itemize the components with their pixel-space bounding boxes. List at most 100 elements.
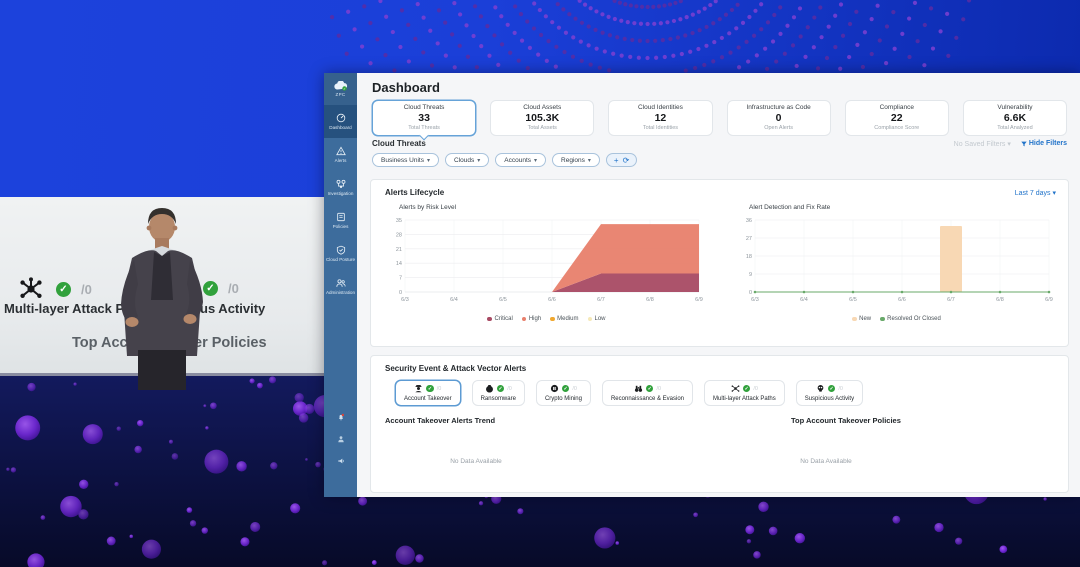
investigation-icon [336, 179, 345, 189]
card-title: Cloud Identities [638, 104, 683, 111]
legend-dot [487, 316, 492, 322]
svg-text:6/5: 6/5 [499, 297, 507, 303]
filter-funnel-icon [1021, 141, 1027, 146]
legend-medium[interactable]: Medium [550, 316, 579, 322]
tab-crypto-mining[interactable]: B ✓ /0 Crypto Mining [535, 380, 591, 406]
chevron-down-icon: ▾ [427, 157, 431, 164]
filter-clouds[interactable]: Clouds ▾ [445, 153, 490, 167]
card-title: Cloud Threats [403, 104, 445, 111]
filter-regions[interactable]: Regions ▾ [552, 153, 600, 167]
sidebar-item-label: Policies [332, 223, 349, 229]
svg-text:18: 18 [746, 254, 752, 260]
policies-icon [336, 212, 345, 222]
suspicious-activity-icon [817, 385, 824, 392]
tab-suspicious-activity[interactable]: ✓ /0 Suspicious Activity [795, 380, 864, 406]
projected-count: /0 [228, 281, 239, 296]
hide-filters-button[interactable]: Hide Filters [1021, 140, 1067, 147]
summary-cards-row: Cloud Threats 33 Total Threats Cloud Ass… [372, 100, 1068, 136]
svg-text:6/7: 6/7 [597, 297, 605, 303]
alerts-by-risk-level-chart: 6/3 6/4 6/5 6/6 6/7 6/8 6/9 0 7 14 21 28 35 [396, 218, 703, 303]
multi-layer-attack-paths-icon [20, 277, 42, 298]
tab-label: Suspicious Activity [804, 395, 855, 402]
sidebar-item-alerts[interactable]: Alerts [324, 138, 357, 171]
card-value: 6.6K [1003, 112, 1027, 124]
tab-count: /0 [507, 385, 512, 392]
speaker [121, 208, 203, 390]
legend-dot [852, 316, 857, 322]
svg-text:B: B [553, 386, 557, 392]
svg-text:6/3: 6/3 [401, 297, 409, 303]
sidebar-item-label: Alerts [334, 157, 347, 163]
legend-dot [521, 316, 527, 322]
tab-count: /0 [753, 385, 758, 392]
card-cloud-identities[interactable]: Cloud Identities 12 Total Identities [608, 100, 713, 136]
card-title: Compliance [879, 104, 914, 111]
legend-resolved[interactable]: Resolved Or Closed [880, 316, 941, 322]
sidebar-item-policies[interactable]: Policies [324, 204, 357, 237]
tab-ransomware[interactable]: ✓ /0 Ransomware [471, 380, 525, 406]
legend-low[interactable]: Low [587, 316, 606, 322]
tab-multi-layer-attack-paths[interactable]: ✓ /0 Multi-layer Attack Paths [704, 380, 785, 406]
cloud-posture-icon [336, 245, 345, 255]
add-icon: + [613, 155, 619, 165]
sidebar-item-dashboard[interactable]: Dashboard [324, 105, 357, 138]
tab-count: /0 [436, 385, 442, 392]
tab-label: Ransomware [480, 395, 516, 402]
sidebar-item-label: Dashboard [329, 124, 352, 130]
check-icon: ✓ [561, 384, 570, 393]
legend-high[interactable]: High [521, 316, 541, 322]
filter-business-units[interactable]: Business Units ▾ [372, 153, 440, 167]
check-icon: ✓ [496, 384, 505, 393]
sidebar-item-investigation[interactable]: Investigation [324, 171, 357, 204]
time-range-dropdown[interactable]: Last 7 days ▾ [1014, 190, 1056, 197]
svg-text:6/8: 6/8 [646, 297, 654, 303]
sidebar-item-cloud-posture[interactable]: Cloud Posture [324, 237, 357, 270]
card-vulnerability[interactable]: Vulnerability 6.6K Total Analyzed [962, 100, 1068, 136]
sidebar-item-administration[interactable]: Administration [324, 270, 357, 303]
svg-text:6/6: 6/6 [548, 297, 556, 303]
announcement-speaker-icon[interactable] [337, 457, 345, 465]
legend-critical[interactable]: Critical [487, 316, 513, 322]
legend-new[interactable]: New [852, 316, 871, 322]
card-value: 0 [775, 112, 782, 124]
filter-accounts[interactable]: Accounts ▾ [495, 153, 547, 167]
saved-filters-dropdown[interactable]: No Saved Filters ▾ [953, 140, 1011, 148]
notifications-bell-icon[interactable] [337, 413, 345, 421]
user-profile-icon[interactable] [337, 435, 345, 443]
risk-level-chart-box: Alerts by Risk Level 6/3 6/4 6/5 6/6 6/7 6/8 6… [379, 204, 714, 322]
account-takeover-trend-title: Account Takeover Alerts Trend [385, 416, 496, 425]
svg-text:0: 0 [749, 290, 752, 296]
check-icon: ✓ [645, 384, 654, 393]
add-filter-chip[interactable]: + ⟳ [605, 153, 638, 167]
sidebar-logo[interactable]: ✓ ZPC [324, 73, 357, 105]
card-compliance[interactable]: Compliance 22 Compliance Score [844, 100, 949, 136]
alerts-icon [335, 146, 346, 156]
sidebar-item-label: Cloud Posture [325, 256, 356, 262]
card-cloud-threats[interactable]: Cloud Threats 33 Total Threats [372, 100, 477, 136]
legend-dot [550, 316, 555, 322]
panel-title: Alerts Lifecycle [385, 188, 445, 197]
section-title: Cloud Threats [372, 139, 426, 148]
svg-text:27: 27 [746, 236, 752, 242]
chart-title: Alerts by Risk Level [399, 204, 457, 211]
multi-layer-attack-paths-icon [731, 385, 740, 392]
check-icon: ✓ [742, 384, 751, 393]
svg-text:9: 9 [749, 272, 752, 278]
tab-reconnaissance-evasion[interactable]: ✓ /0 Reconnaissance & Evasion [601, 380, 694, 406]
chevron-down-icon: ▾ [534, 157, 538, 164]
check-icon: ✓ [426, 384, 434, 393]
card-value: 105.3K [525, 112, 560, 124]
no-data-message: No Data Available [800, 458, 852, 465]
card-title: Infrastructure as Code [746, 104, 811, 111]
card-infrastructure-as-code[interactable]: Infrastructure as Code 0 Open Alerts [726, 100, 831, 136]
card-value: 22 [890, 112, 903, 124]
check-icon: ✓ [203, 281, 218, 296]
projected-attack-paths-card: ✓ /0 [16, 277, 92, 301]
administration-icon [335, 279, 346, 287]
sidebar-item-label: Investigation [327, 190, 354, 196]
crypto-mining-icon: B [550, 384, 559, 392]
card-cloud-assets[interactable]: Cloud Assets 105.3K Total Assets [490, 100, 595, 136]
tab-account-takeover[interactable]: ✓ /0 Account Takeover [395, 380, 461, 406]
alert-detection-fix-rate-chart: 6/3 6/4 6/5 6/6 6/7 6/8 6/9 0 9 18 27 36 [746, 218, 1053, 303]
svg-text:28: 28 [396, 232, 402, 238]
